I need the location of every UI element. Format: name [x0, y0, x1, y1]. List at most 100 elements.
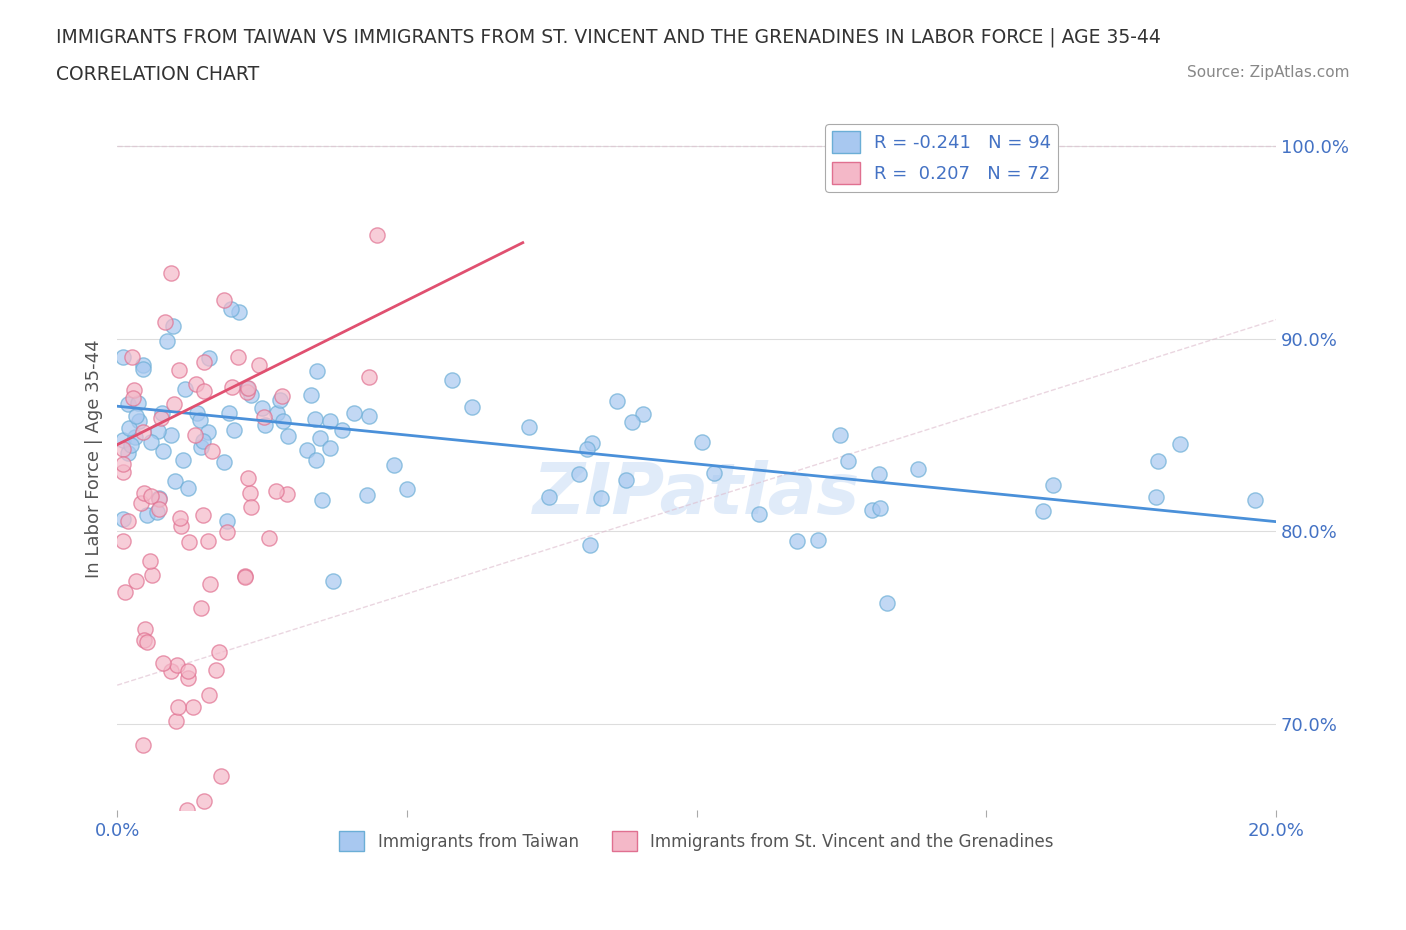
- Point: [177, 481, 200, 496]
- Point: [190, 412, 212, 427]
- Point: [212, 455, 235, 470]
- Point: [177, 535, 200, 550]
- Point: [1144, 490, 1167, 505]
- Text: Source: ZipAtlas.com: Source: ZipAtlas.com: [1187, 65, 1350, 80]
- Point: [163, 473, 186, 488]
- Point: [117, 396, 139, 411]
- Point: [276, 486, 298, 501]
- Point: [186, 377, 208, 392]
- Point: [159, 265, 181, 280]
- Point: [228, 305, 250, 320]
- Point: [703, 465, 725, 480]
- Point: [132, 424, 155, 439]
- Point: [134, 632, 156, 647]
- Point: [191, 433, 214, 448]
- Point: [240, 499, 263, 514]
- Point: [221, 379, 243, 394]
- Point: [247, 357, 270, 372]
- Point: [128, 414, 150, 429]
- Point: [132, 362, 155, 377]
- Point: [322, 573, 344, 588]
- Point: [165, 714, 187, 729]
- Point: [181, 700, 204, 715]
- Point: [190, 601, 212, 616]
- Point: [218, 405, 240, 420]
- Point: [132, 485, 155, 500]
- Point: [519, 420, 541, 435]
- Point: [139, 488, 162, 503]
- Point: [197, 424, 219, 439]
- Point: [395, 482, 418, 497]
- Text: CORRELATION CHART: CORRELATION CHART: [56, 65, 260, 84]
- Point: [205, 663, 228, 678]
- Point: [170, 519, 193, 534]
- Point: [606, 393, 628, 408]
- Point: [240, 388, 263, 403]
- Point: [173, 381, 195, 396]
- Point: [1032, 503, 1054, 518]
- Point: [197, 688, 219, 703]
- Point: [148, 502, 170, 517]
- Point: [366, 227, 388, 242]
- Point: [111, 441, 134, 456]
- Point: [1244, 493, 1267, 508]
- Point: [160, 428, 183, 443]
- Point: [152, 444, 174, 458]
- Point: [191, 508, 214, 523]
- Point: [117, 420, 139, 435]
- Point: [114, 585, 136, 600]
- Point: [305, 364, 328, 379]
- Point: [271, 413, 294, 428]
- Point: [169, 511, 191, 525]
- Point: [162, 318, 184, 333]
- Point: [1168, 437, 1191, 452]
- Point: [309, 431, 332, 445]
- Point: [186, 405, 208, 420]
- Point: [117, 445, 139, 460]
- Point: [621, 415, 644, 430]
- Point: [111, 465, 134, 480]
- Point: [440, 372, 463, 387]
- Point: [111, 512, 134, 526]
- Point: [156, 334, 179, 349]
- Point: [690, 435, 713, 450]
- Point: [125, 409, 148, 424]
- Point: [257, 530, 280, 545]
- Point: [132, 358, 155, 373]
- Point: [172, 453, 194, 468]
- Point: [318, 414, 340, 429]
- Point: [112, 457, 135, 472]
- Point: [222, 422, 245, 437]
- Point: [190, 439, 212, 454]
- Point: [233, 568, 256, 583]
- Point: [219, 301, 242, 316]
- Point: [806, 532, 828, 547]
- Point: [238, 380, 260, 395]
- Point: [215, 513, 238, 528]
- Point: [111, 350, 134, 365]
- Point: [538, 489, 561, 504]
- Point: [177, 663, 200, 678]
- Point: [193, 793, 215, 808]
- Text: ZIPatlas: ZIPatlas: [533, 459, 860, 529]
- Point: [830, 428, 852, 443]
- Point: [266, 405, 288, 420]
- Point: [135, 507, 157, 522]
- Point: [146, 504, 169, 519]
- Point: [591, 491, 613, 506]
- Point: [226, 350, 249, 365]
- Point: [253, 409, 276, 424]
- Point: [254, 418, 277, 432]
- Point: [127, 395, 149, 410]
- Point: [578, 538, 600, 552]
- Point: [786, 534, 808, 549]
- Point: [141, 568, 163, 583]
- Point: [252, 400, 274, 415]
- Point: [138, 553, 160, 568]
- Point: [193, 354, 215, 369]
- Y-axis label: In Labor Force | Age 35-44: In Labor Force | Age 35-44: [86, 339, 103, 578]
- Point: [1042, 478, 1064, 493]
- Point: [163, 396, 186, 411]
- Point: [166, 658, 188, 672]
- Point: [208, 644, 231, 659]
